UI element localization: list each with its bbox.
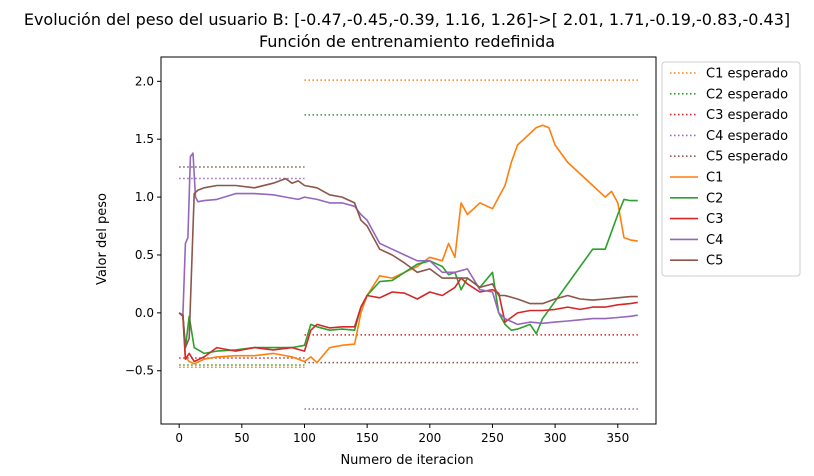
legend-label-3: C3 esperado — [706, 108, 788, 123]
legend-label-4: C4 esperado — [706, 129, 788, 144]
legend-label-7: C2 — [706, 191, 723, 206]
x-tick-label: 0 — [175, 431, 183, 445]
x-tick-label: 300 — [544, 431, 567, 445]
x-tick-label: 200 — [418, 431, 441, 445]
legend-box — [661, 61, 801, 277]
legend: C1 esperado C2 esperado C3 esperado C4 espe… — [661, 61, 801, 277]
y-tick-label: 0.5 — [135, 248, 154, 262]
y-tick-label: 1.5 — [135, 132, 154, 146]
x-tick-label: 50 — [234, 431, 249, 445]
y-tick-label: 1.0 — [135, 190, 154, 204]
y-tick-label: −0.5 — [125, 364, 154, 378]
series-line-c3 — [178, 277, 638, 363]
series-line-c1 — [178, 124, 638, 365]
legend-label-8: C3 — [706, 212, 723, 227]
legend-label-2: C2 esperado — [706, 87, 788, 102]
chart-subtitle: Función de entrenamiento redefinida — [259, 32, 555, 51]
legend-label-5: C5 esperado — [706, 150, 788, 165]
x-tick-label: 250 — [481, 431, 504, 445]
series-line-c4 — [178, 152, 638, 326]
plot-frame — [160, 56, 657, 425]
x-tick-label: 100 — [293, 431, 316, 445]
y-tick-label: 2.0 — [135, 74, 154, 88]
legend-label-9: C4 — [706, 233, 723, 248]
x-axis-label: Numero de iteracion — [340, 453, 473, 468]
legend-label-6: C1 — [706, 171, 723, 186]
legend-label-1: C1 esperado — [706, 67, 788, 82]
y-axis-label: Valor del peso — [95, 193, 110, 285]
series-line-c5 — [178, 177, 638, 349]
y-tick-label: 0.0 — [135, 306, 154, 320]
legend-label-10: C5 — [706, 254, 723, 269]
x-tick-label: 350 — [606, 431, 629, 445]
x-tick-label: 150 — [356, 431, 379, 445]
chart-title: Evolución del peso del usuario B: [-0.47… — [24, 10, 790, 29]
plot-area — [178, 79, 638, 410]
axes: 0 50 100 150 200 250 300 350 −0.5 0.0 0.5 1.0 1.5 2.0 — [125, 56, 657, 445]
